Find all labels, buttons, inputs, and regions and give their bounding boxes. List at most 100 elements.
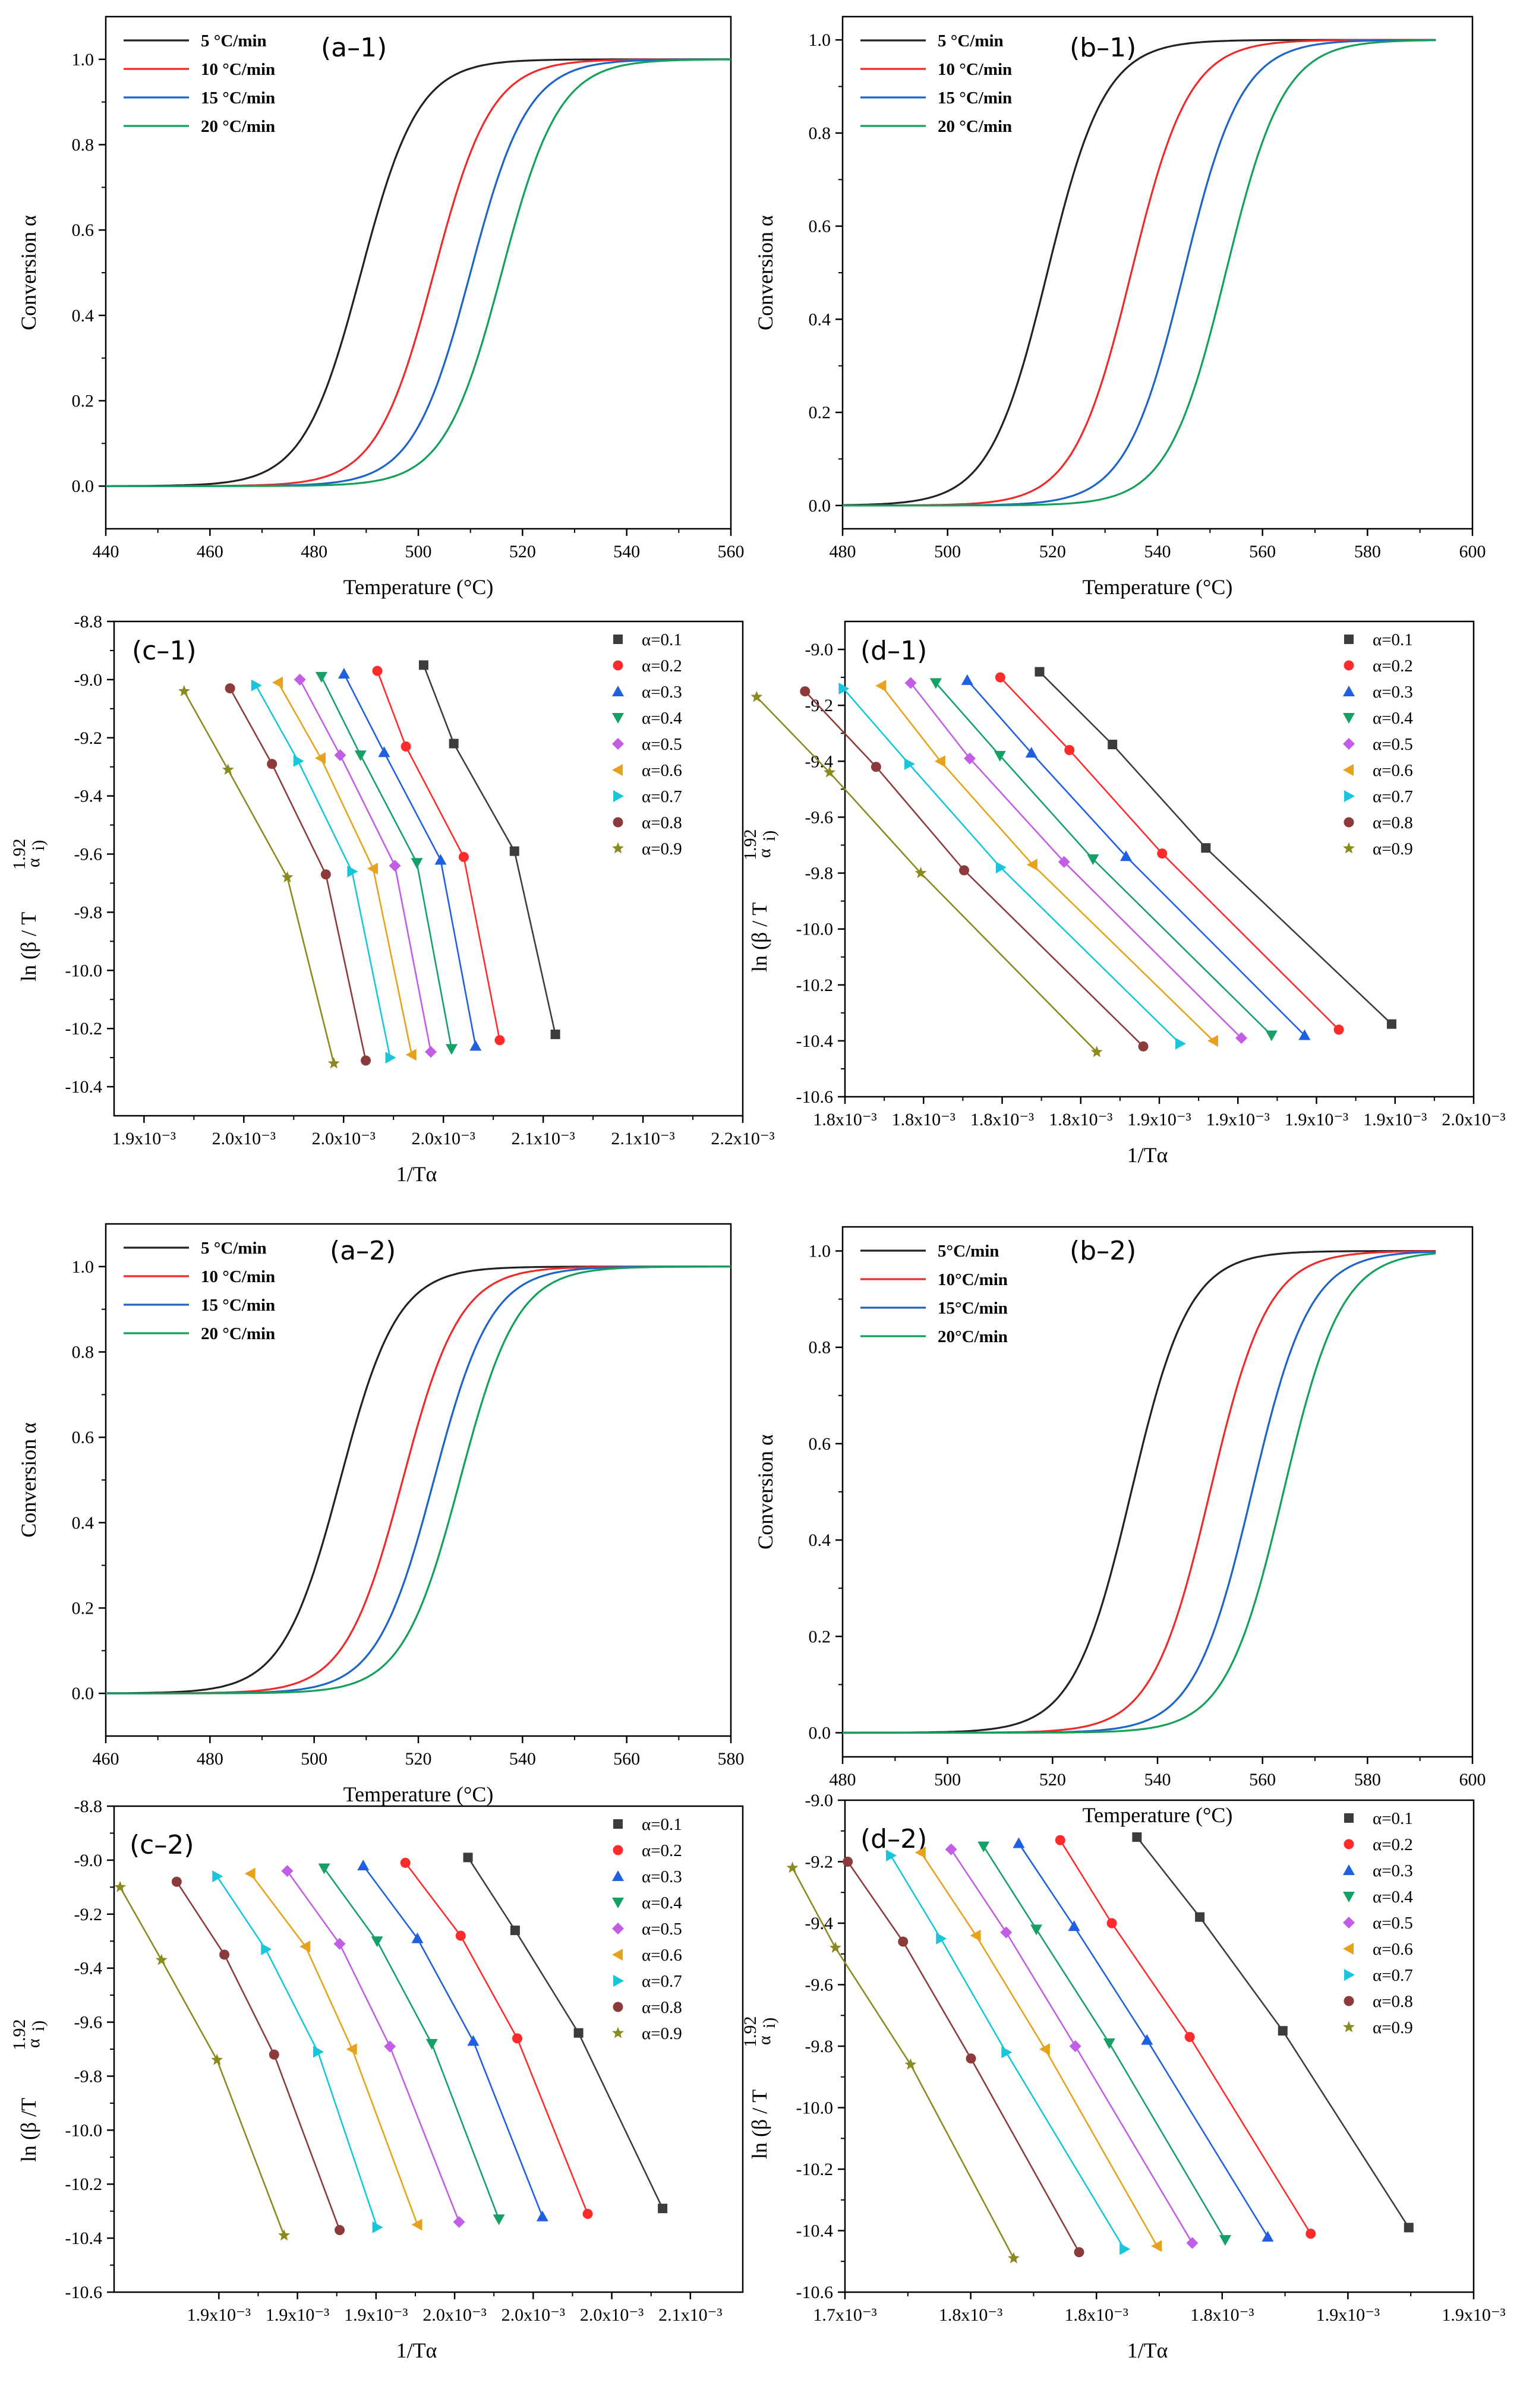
data-point bbox=[1039, 2043, 1050, 2056]
x-tick-label: 2.0x10⁻³ bbox=[1442, 1110, 1505, 1129]
legend-label: α=0.5 bbox=[642, 1920, 682, 1939]
data-point bbox=[1000, 1926, 1013, 1939]
data-point bbox=[347, 865, 358, 878]
x-tick-label: 560 bbox=[718, 542, 745, 561]
y-label-sup: 1.92 bbox=[10, 2019, 29, 2051]
data-point bbox=[1026, 859, 1037, 871]
x-tick-label: 2.0x10⁻³ bbox=[212, 1129, 276, 1148]
x-tick-label: 460 bbox=[93, 1749, 119, 1769]
legend-marker bbox=[1343, 1943, 1354, 1955]
y-label-end: i) bbox=[29, 840, 48, 851]
data-point bbox=[995, 861, 1007, 874]
x-tick-label: 460 bbox=[197, 542, 223, 561]
y-axis-label: ln (β /T 1.92α i) bbox=[10, 2019, 48, 2163]
y-label-sub: α bbox=[24, 858, 43, 867]
series-curve-1 bbox=[105, 1265, 731, 1694]
legend-label: α=0.4 bbox=[642, 1893, 682, 1912]
data-point bbox=[1030, 1924, 1043, 1936]
fit-line-5 bbox=[299, 679, 432, 1052]
data-point bbox=[493, 2214, 505, 2226]
fit-line-9 bbox=[791, 1867, 1015, 2259]
data-point bbox=[155, 1953, 168, 1965]
fit-line-6 bbox=[920, 1852, 1158, 2247]
data-point bbox=[494, 1035, 505, 1046]
legend-marker bbox=[1344, 790, 1355, 802]
legend-label: α=0.9 bbox=[642, 840, 682, 859]
legend-marker bbox=[1344, 660, 1354, 671]
data-point bbox=[510, 1926, 520, 1936]
series-curve-4 bbox=[106, 58, 731, 487]
data-point bbox=[1235, 1032, 1248, 1044]
data-point bbox=[401, 741, 411, 752]
series-curve-3 bbox=[106, 58, 731, 487]
y-tick-label: -8.8 bbox=[74, 1797, 103, 1816]
y-tick-label: -10.0 bbox=[796, 2098, 834, 2118]
data-point bbox=[361, 1055, 371, 1066]
series-curve-4 bbox=[843, 1252, 1436, 1734]
fit-line-6 bbox=[277, 682, 413, 1055]
data-point bbox=[1195, 1912, 1205, 1922]
legend-marker bbox=[613, 660, 623, 671]
x-tick-label: 500 bbox=[405, 542, 432, 561]
y-tick-label: 0.2 bbox=[809, 1627, 831, 1646]
chart-panel-a1: 440 460 480 500 520 540 560 0.0 0.2 0.4 0.6 0.8 1.0 (… bbox=[17, 15, 745, 599]
fit-line-5 bbox=[286, 1870, 460, 2223]
data-point bbox=[269, 2049, 279, 2060]
data-point bbox=[1069, 2040, 1081, 2052]
legend-marker bbox=[612, 1949, 623, 1961]
x-tick-label: 540 bbox=[509, 1749, 536, 1769]
data-point bbox=[178, 685, 190, 696]
y-tick-label: 0.6 bbox=[809, 1434, 831, 1454]
x-tick-label: 540 bbox=[1144, 542, 1171, 561]
data-point bbox=[970, 1929, 981, 1942]
data-point bbox=[934, 755, 945, 768]
series-curve-1 bbox=[106, 58, 731, 487]
x-tick-label: 2.2x10⁻³ bbox=[711, 1129, 774, 1148]
x-tick-label: 580 bbox=[718, 1749, 745, 1769]
legend-marker bbox=[612, 686, 624, 696]
x-tick-label: 1.8x10⁻³ bbox=[1049, 1110, 1112, 1129]
data-point bbox=[1001, 2046, 1013, 2059]
y-tick-label: -8.8 bbox=[74, 612, 103, 632]
data-point bbox=[977, 1841, 990, 1852]
data-point bbox=[445, 1044, 458, 1055]
data-point bbox=[1298, 1029, 1311, 1040]
legend-marker bbox=[1343, 738, 1355, 750]
y-tick-label: 0.8 bbox=[72, 135, 94, 155]
y-tick-label: 0.8 bbox=[72, 1343, 94, 1362]
x-tick-label: 520 bbox=[405, 1749, 432, 1769]
x-tick-label: 1.9x10⁻³ bbox=[344, 2305, 408, 2325]
fit-line-7 bbox=[255, 685, 391, 1058]
y-tick-label: -9.8 bbox=[74, 902, 103, 922]
data-point bbox=[313, 2046, 324, 2058]
data-point bbox=[1184, 2031, 1195, 2042]
data-point bbox=[371, 1936, 383, 1948]
y-tick-label: 1.0 bbox=[72, 1257, 94, 1277]
chart-panel-c2: 1.9x10⁻³ 1.9x10⁻³ 1.9x10⁻³ 2.0x10⁻³ 2.0x10⁻³… bbox=[10, 1797, 744, 2362]
legend-label: α=0.1 bbox=[642, 1815, 682, 1834]
data-point bbox=[212, 1870, 223, 1883]
y-tick-label: 0.0 bbox=[809, 1723, 831, 1743]
data-point bbox=[327, 1057, 340, 1069]
data-point bbox=[114, 1880, 127, 1892]
x-tick-label: 2.0x10⁻³ bbox=[312, 1129, 376, 1148]
data-point bbox=[550, 1029, 560, 1039]
data-point bbox=[929, 678, 942, 689]
y-tick-label: -9.0 bbox=[805, 1791, 834, 1810]
legend-label: α=0.1 bbox=[642, 630, 682, 649]
plot-frame bbox=[841, 15, 1474, 530]
data-point bbox=[824, 766, 836, 778]
y-tick-label: -10.4 bbox=[796, 1031, 834, 1051]
data-point bbox=[318, 1863, 330, 1874]
x-tick-label: 1.9x10⁻³ bbox=[1127, 1110, 1191, 1129]
x-tick-label: 1.8x10⁻³ bbox=[970, 1110, 1034, 1129]
data-point bbox=[1055, 1835, 1065, 1845]
fit-line-1 bbox=[1039, 671, 1392, 1025]
y-axis-label: Conversion α bbox=[753, 1434, 777, 1549]
data-point bbox=[995, 672, 1005, 683]
y-tick-label: 0.6 bbox=[809, 217, 831, 236]
legend-label: α=0.6 bbox=[1373, 1940, 1413, 1959]
y-tick-label: 0.8 bbox=[809, 124, 831, 143]
data-point bbox=[222, 763, 234, 775]
y-label-main: ln (β / T bbox=[17, 912, 40, 981]
